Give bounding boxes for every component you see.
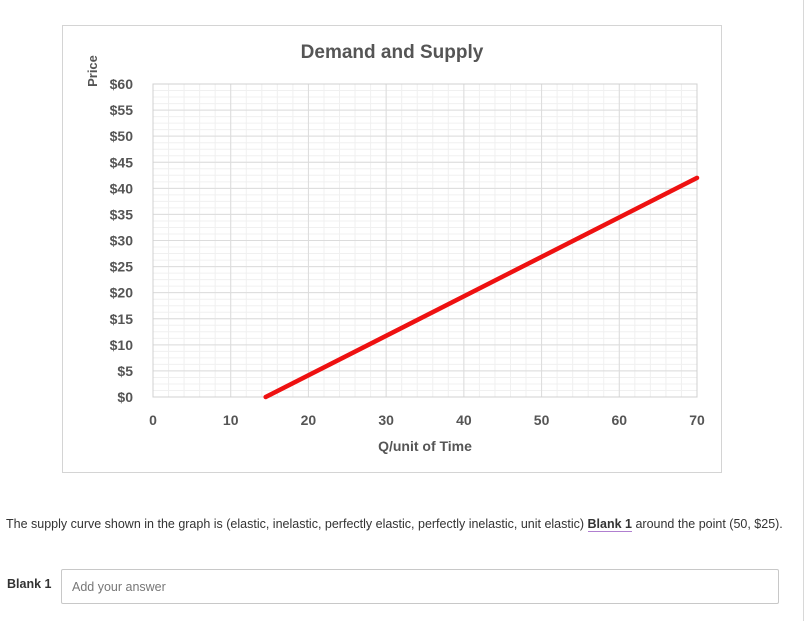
page-edge (803, 0, 804, 621)
chart-title: Demand and Supply (301, 42, 484, 63)
y-tick-label: $10 (110, 337, 134, 353)
y-tick-label: $0 (117, 389, 133, 405)
x-tick-label: 40 (456, 412, 472, 428)
x-tick-label: 50 (534, 412, 550, 428)
supply-line (263, 175, 700, 400)
blank-reference: Blank 1 (587, 517, 632, 532)
y-tick-label: $20 (110, 285, 134, 301)
y-tick-label: $5 (117, 363, 133, 379)
y-tick-label: $35 (110, 206, 134, 222)
x-tick-label: 30 (378, 412, 394, 428)
y-tick-label: $25 (110, 259, 134, 275)
x-tick-label: 0 (149, 412, 157, 428)
y-tick-label: $50 (110, 128, 134, 144)
x-axis-label: Q/unit of Time (378, 438, 472, 454)
y-tick-label: $60 (110, 76, 134, 92)
chart-panel (62, 25, 722, 473)
question-text: The supply curve shown in the graph is (… (6, 514, 796, 535)
y-axis-label: Price (85, 55, 100, 87)
answer-input[interactable] (61, 569, 779, 604)
plot-border (152, 83, 698, 398)
question-prompt-end: around the point (50, $25). (631, 517, 783, 531)
x-tick-label: 10 (223, 412, 239, 428)
y-tick-label: $30 (110, 233, 134, 249)
y-tick-label: $55 (110, 102, 134, 118)
question-prompt: The supply curve shown in the graph is (… (6, 517, 588, 531)
x-tick-label: 60 (611, 412, 627, 428)
y-tick-label: $15 (110, 311, 134, 327)
x-tick-label: 70 (689, 412, 705, 428)
y-tick-label: $45 (110, 154, 134, 170)
x-tick-label: 20 (301, 412, 317, 428)
y-tick-label: $40 (110, 180, 134, 196)
answer-label: Blank 1 (7, 577, 52, 591)
demand-supply-chart: $0 $5 $10 $15 $20 $25 $30 $35 $40 $45 $50 $55 $60 0 1… (85, 42, 705, 454)
